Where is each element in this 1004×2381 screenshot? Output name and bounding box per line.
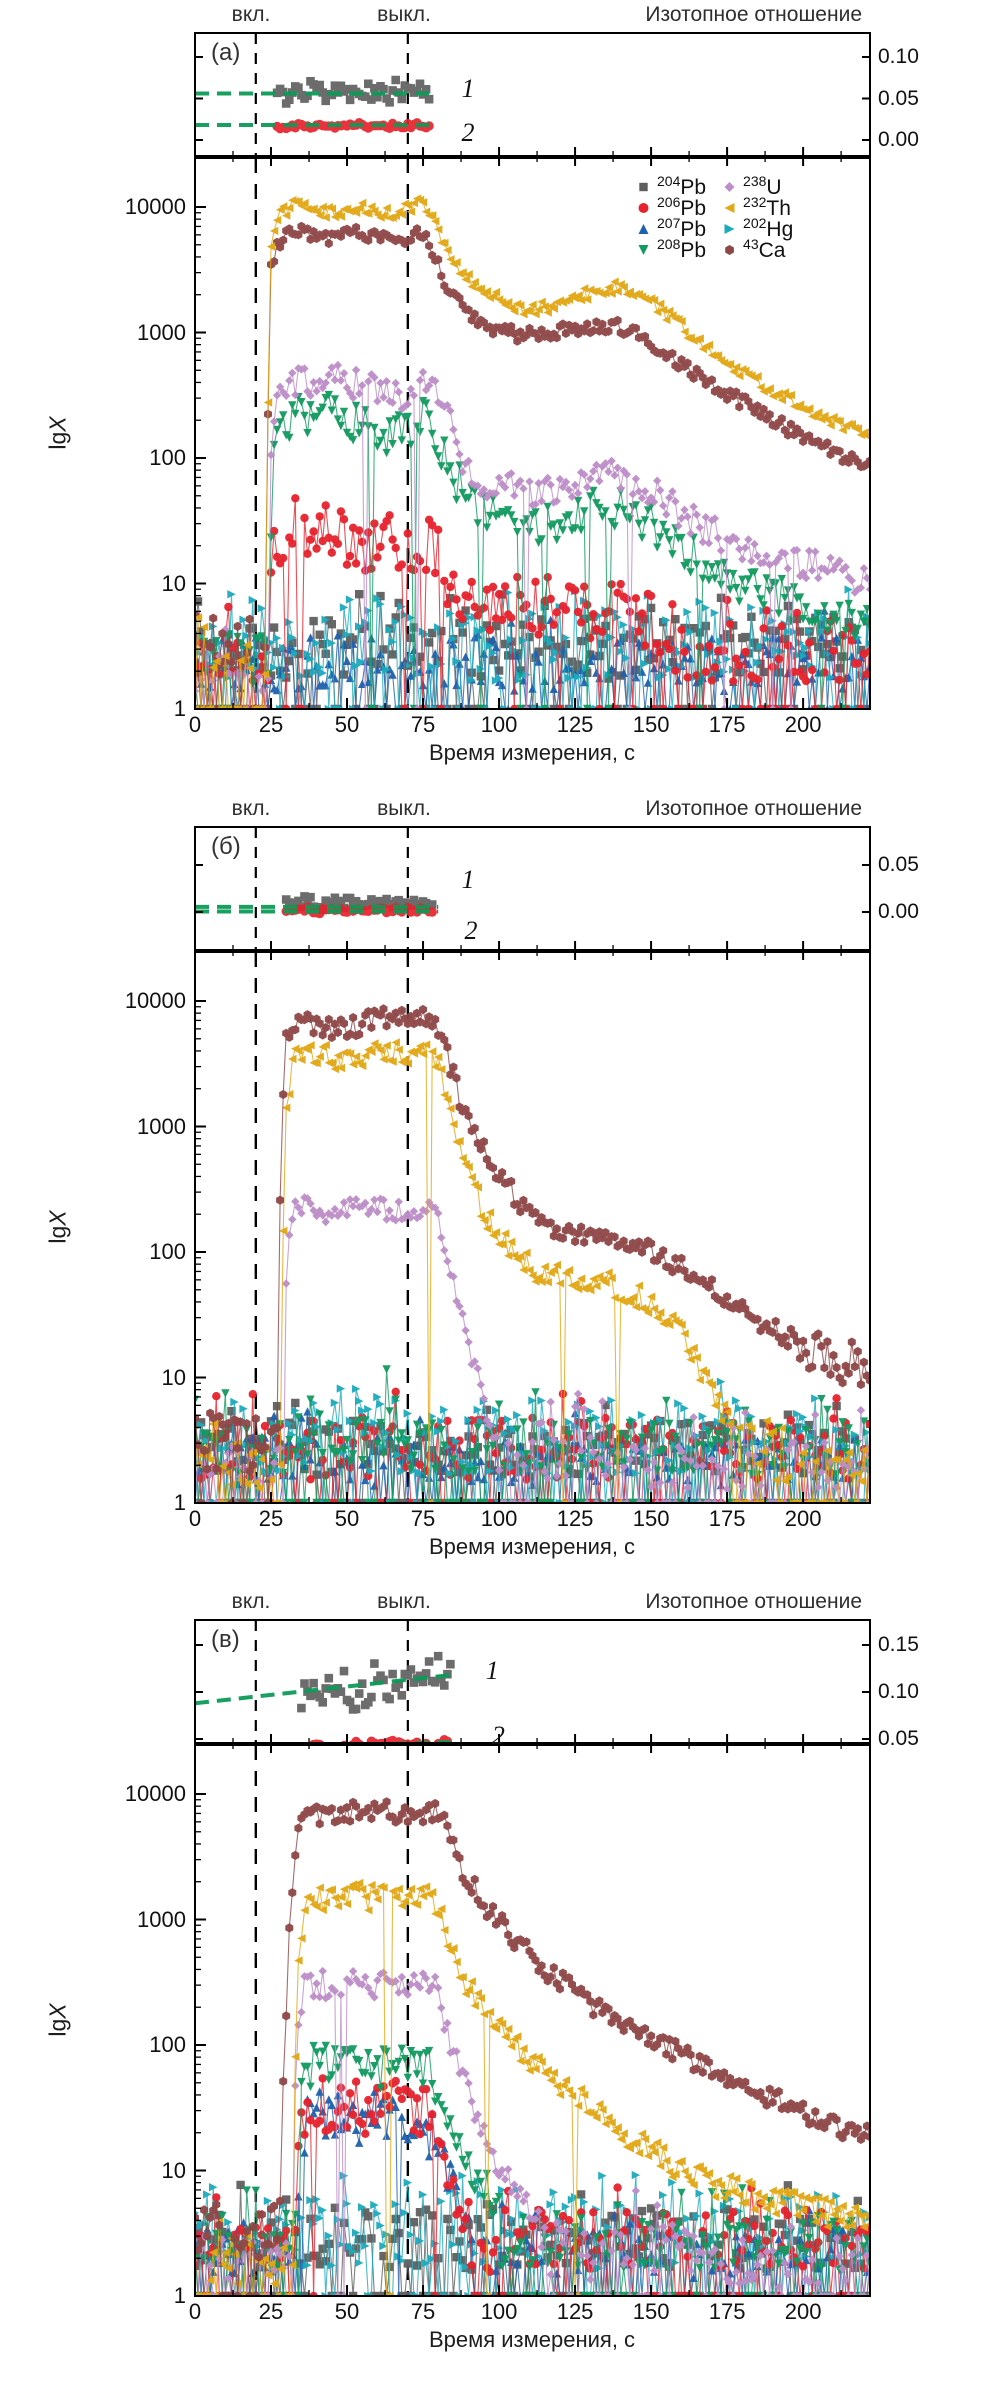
ratio-tick-label: 0.00	[878, 900, 919, 923]
panel-b-plot-svg	[194, 826, 871, 1504]
square-marker-icon	[639, 182, 648, 192]
triangle-down-marker-icon	[638, 245, 649, 255]
panel-v: вкл. выкл. Изотопное отношение (в) 1 2 l…	[0, 1587, 1004, 2381]
legend-item: 43Ca	[722, 237, 793, 261]
x-tick-label: 175	[708, 1506, 746, 1531]
valve-off-label: выкл.	[377, 1590, 431, 1613]
x-tick-label: 50	[334, 712, 360, 737]
valve-on-label: вкл.	[231, 3, 271, 26]
y-axis-label: lgX	[44, 1210, 71, 1244]
valve-off-label: выкл.	[377, 797, 431, 820]
y-axis-label: lgX	[44, 2003, 71, 2037]
x-tick-label: 50	[334, 1506, 360, 1531]
panel-a-plot-svg	[194, 32, 871, 710]
x-tick-label: 125	[556, 2299, 594, 2324]
y-tick-label: 100	[149, 445, 186, 470]
y-tick-label: 100	[149, 1239, 186, 1264]
legend-item: 202Hg	[722, 216, 793, 240]
x-tick-label: 75	[410, 2299, 436, 2324]
x-tick-label: 200	[784, 1506, 822, 1531]
trend-label-2: 2	[461, 117, 475, 147]
x-tick-label: 75	[410, 712, 436, 737]
trend-label-1: 1	[461, 73, 475, 103]
y-tick-label: 1	[173, 1490, 186, 1515]
legend: 204Pb 238U 206Pb 232Th 207Pb 202Hg 208Pb…	[636, 174, 793, 261]
x-tick-label: 0	[188, 1506, 202, 1531]
x-tick-label: 100	[480, 1506, 518, 1531]
x-tick-label: 150	[632, 712, 670, 737]
valve-on-label: вкл.	[231, 1590, 271, 1613]
x-axis-label: Время измерения, с	[428, 1534, 636, 1559]
panel-letter: (а)	[211, 39, 241, 66]
ratio-tick-label: 0.10	[878, 1680, 919, 1703]
valve-off-label: выкл.	[377, 3, 431, 26]
trend-label-2: 2	[491, 1721, 505, 1751]
ratio-tick-label: 0.15	[878, 1633, 919, 1656]
panel-letter: (в)	[211, 1626, 240, 1653]
x-tick-label: 125	[556, 712, 594, 737]
y-tick-label: 1	[173, 2283, 186, 2308]
x-axis-label: Время измерения, с	[428, 2327, 636, 2352]
valve-on-label: вкл.	[231, 797, 271, 820]
y-tick-label: 10	[161, 570, 186, 596]
trend-label-1: 1	[461, 865, 475, 895]
circle-marker-icon	[638, 203, 649, 213]
x-tick-label: 175	[708, 2299, 746, 2324]
y-tick-label: 1000	[137, 1906, 186, 1932]
y-tick-label: 10	[161, 2157, 186, 2183]
triangle-right-marker-icon	[724, 224, 735, 234]
x-tick-label: 0	[188, 2299, 202, 2324]
x-tick-label: 125	[556, 1506, 594, 1531]
legend-item: 204Pb	[636, 174, 706, 198]
hexagon-marker-icon	[725, 245, 734, 255]
panel-v-plot-svg	[194, 1619, 871, 2297]
x-tick-label: 75	[410, 1506, 436, 1531]
ratio-tick-label: 0.05	[878, 853, 919, 876]
x-tick-label: 200	[784, 712, 822, 737]
legend-item: 232Th	[722, 195, 793, 219]
y-tick-label: 1000	[137, 319, 186, 345]
x-tick-label: 100	[480, 2299, 518, 2324]
diamond-marker-icon	[724, 182, 735, 192]
legend-item: 238U	[722, 174, 793, 198]
trend-label-1: 1	[485, 1656, 499, 1686]
x-tick-label: 175	[708, 712, 746, 737]
ratio-tick-label: 0.10	[878, 45, 919, 68]
ratio-plot-title: Изотопное отношение	[645, 797, 862, 820]
legend-item: 207Pb	[636, 216, 706, 240]
legend-item: 206Pb	[636, 195, 706, 219]
y-tick-label: 1	[173, 696, 186, 721]
trend-label-2: 2	[464, 915, 478, 945]
panel-b: вкл. выкл. Изотопное отношение (б) 1 2 l…	[0, 794, 1004, 1587]
x-tick-label: 25	[258, 712, 284, 737]
x-tick-label: 0	[188, 712, 202, 737]
legend-item: 208Pb	[636, 237, 706, 261]
ratio-plot-title: Изотопное отношение	[645, 1590, 862, 1613]
x-tick-label: 50	[334, 2299, 360, 2324]
x-tick-label: 25	[258, 1506, 284, 1531]
y-tick-label: 1000	[137, 1113, 186, 1139]
y-tick-label: 10000	[124, 1781, 186, 1806]
triangle-up-marker-icon	[638, 224, 649, 234]
ratio-plot-title: Изотопное отношение	[645, 3, 862, 26]
panel-letter: (б)	[211, 833, 241, 860]
x-tick-label: 200	[784, 2299, 822, 2324]
x-tick-label: 150	[632, 1506, 670, 1531]
x-tick-label: 100	[480, 712, 518, 737]
y-tick-label: 10000	[124, 988, 186, 1013]
y-tick-label: 100	[149, 2032, 186, 2057]
ratio-tick-label: 0.05	[878, 1727, 919, 1750]
panel-a: вкл. выкл. Изотопное отношение (а) 1 2 l…	[0, 0, 1004, 794]
triangle-left-marker-icon	[724, 203, 735, 213]
ratio-tick-label: 0.00	[878, 128, 919, 151]
x-axis-label: Время измерения, с	[428, 740, 636, 765]
y-axis-label: lgX	[44, 416, 71, 450]
x-tick-label: 25	[258, 2299, 284, 2324]
x-tick-label: 150	[632, 2299, 670, 2324]
y-tick-label: 10000	[124, 194, 186, 219]
ratio-tick-label: 0.05	[878, 86, 919, 110]
y-tick-label: 10	[161, 1364, 186, 1390]
